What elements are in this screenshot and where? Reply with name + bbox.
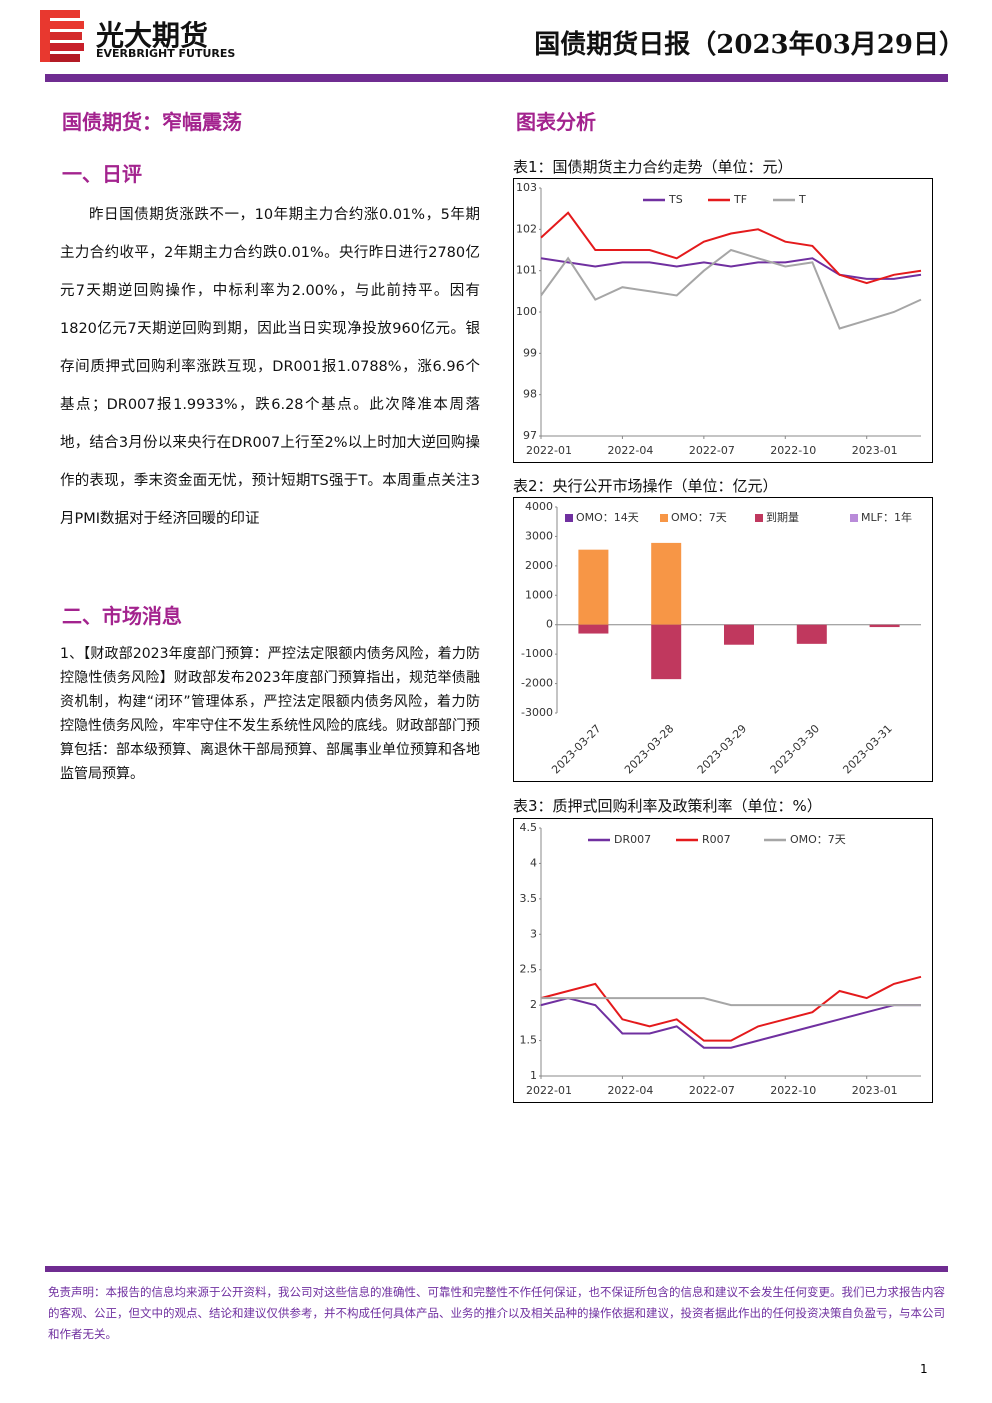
y-tick-label: 0 [546,618,553,631]
legend-label: R007 [702,833,731,846]
y-tick-label: 2 [530,998,537,1011]
legend-label: TF [733,193,747,206]
y-tick-label: 2.5 [520,963,538,976]
x-tick-label: 2022-07 [689,1084,735,1097]
bar [651,542,682,625]
y-tick-label: -3000 [521,706,553,719]
x-tick-label: 2023-03-29 [695,722,749,776]
bar [869,624,900,628]
x-tick-label: 2022-04 [607,1084,653,1097]
bar [796,624,827,644]
commentary: 昨日国债期货涨跌不一，10年期主力合约涨0.01%，5年期主力合约收平，2年期主… [60,207,480,527]
series-line [540,997,921,1049]
x-tick-label: 2022-01 [526,444,572,457]
news-item: 1、【财政部2023年度部门预算：严控法定限额内债务风险，着力防控隐性债务风险】… [60,642,480,786]
y-tick-label: 2000 [525,559,553,572]
y-tick-label: 97 [523,429,537,442]
section-heading: 二、市场消息 [62,604,182,628]
footer-bar [45,1266,948,1272]
y-tick-label: -2000 [521,677,553,690]
legend-label: MLF：1年 [861,510,912,524]
series-line [540,257,922,280]
chart-section-heading: 图表分析 [516,110,596,134]
logo-en: EVERBRIGHT FUTURES [96,47,236,60]
y-tick-label: 101 [516,264,537,277]
y-tick-label: 1 [530,1069,537,1082]
y-tick-label: 4000 [525,500,553,513]
report-title: 国债期货日报（2023年03月29日） [534,30,965,60]
page-number: 1 [920,1362,928,1376]
x-tick-label: 2022-01 [526,1084,572,1097]
chart: 97 98 99 100 101 102 103 2022-01 2022-04 2022-07 2… [513,178,933,463]
main-heading: 国债期货：窄幅震荡 [62,110,242,134]
legend-label: TS [668,193,683,206]
y-tick-label: 4 [530,856,537,869]
legend-swatch [660,514,668,522]
logo-mark [40,10,84,62]
header-bar [45,74,948,82]
x-tick-label: 2022-07 [689,444,735,457]
bar [651,624,682,680]
bar [724,624,754,645]
legend-label: DR007 [614,833,651,846]
legend-label: OMO：7天 [671,511,727,524]
x-tick-label: 2023-03-27 [549,722,603,776]
series-line [540,211,922,285]
bar [578,549,609,625]
section-heading: 一、日评 [62,162,142,186]
x-tick-label: 2023-03-30 [768,722,822,776]
chart: 1 1.5 2 2.5 3 3.5 4 4.5 2022-01 2022-04 2022-07 202… [513,818,933,1103]
bar [578,624,609,634]
y-tick-label: 4.5 [520,821,538,834]
chart-title: 表2：央行公开市场操作（单位：亿元） [513,477,778,495]
logo-cn: 光大期货 [96,19,209,52]
y-tick-label: 102 [516,222,537,235]
chart-title: 表3：质押式回购利率及政策利率（单位：%） [513,797,822,815]
y-tick-label: 1.5 [520,1034,538,1047]
series-line [540,248,922,330]
disclaimer: 免责声明：本报告的信息均来源于公开资料，我公司对这些信息的准确性、可靠性和完整性… [48,1285,945,1341]
chart-title: 表1：国债期货主力合约走势（单位：元） [513,158,793,176]
y-tick-label: 103 [516,181,537,194]
series-line [541,997,921,1007]
legend-swatch [755,514,763,522]
y-tick-label: 100 [516,305,537,318]
news-body: 财政部发布2023年度部门预算指出，规范举债融资机制，构建“闭环”管理体系，严控… [60,670,480,782]
legend-label: OMO：7天 [790,833,846,846]
news-title: 1、【财政部2023年度部门预算：严控法定限额内债务风险，着力防控隐性债务风险】 [60,646,480,686]
y-tick-label: 3000 [525,529,553,542]
legend-label: OMO：14天 [576,511,639,524]
legend-label: 到期量 [766,511,799,524]
y-tick-label: 3.5 [520,892,538,905]
x-tick-label: 2023-01 [852,1084,898,1097]
y-tick-label: 1000 [525,588,553,601]
y-tick-label: 98 [523,388,537,401]
legend-swatch [565,514,573,522]
x-tick-label: 2023-03-28 [622,722,676,776]
legend-label: T [798,193,806,206]
x-tick-label: 2023-03-31 [840,722,894,776]
y-tick-label: 99 [523,346,537,359]
legend-swatch [850,514,858,522]
x-tick-label: 2023-01 [852,444,898,457]
y-tick-label: -1000 [521,647,553,660]
x-tick-label: 2022-10 [770,1084,816,1097]
series-line [540,975,922,1042]
chart: -3000 -2000 -1000 0 1000 2000 3000 4000 2023-03-… [513,497,933,782]
x-tick-label: 2022-10 [770,444,816,457]
y-tick-label: 3 [530,927,537,940]
x-tick-label: 2022-04 [607,444,653,457]
